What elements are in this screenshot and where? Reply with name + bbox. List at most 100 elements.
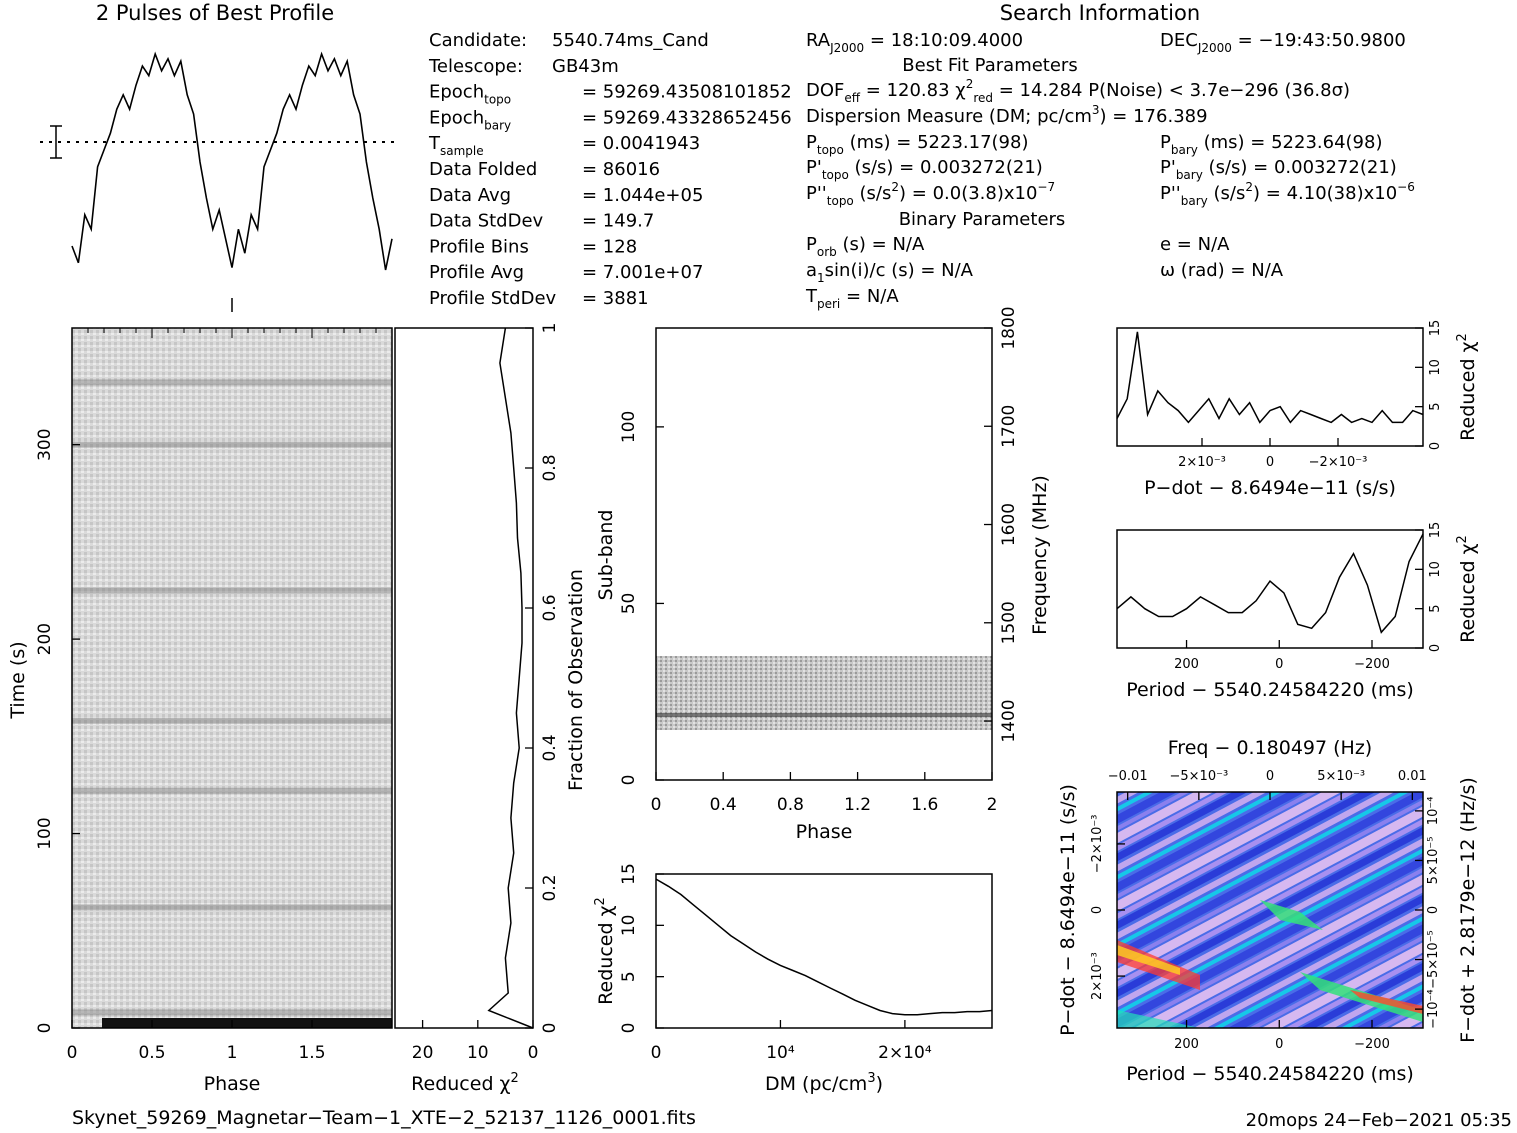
chi2-pdot-xtick: 0 (1266, 455, 1274, 470)
info-value-data_folded: = 86016 (582, 159, 660, 180)
chi2-period-ytick: 0 (1428, 644, 1443, 652)
info-label-data_avg: Data Avg (429, 185, 511, 206)
chi2-dm-ytick: 15 (619, 863, 639, 885)
info-value-data_stddev: = 149.7 (582, 211, 654, 232)
p-pdot-xlabel: Period − 5540.24584220 (ms) (1126, 1063, 1414, 1085)
chi2-pdot-ytick: 5 (1428, 403, 1443, 411)
time-phase-ytick: 100 (35, 817, 55, 849)
info-label-data_folded: Data Folded (429, 159, 537, 180)
subband-phase-plot: 0 0.4 0.8 1.2 1.6 2 0 50 100 1400 1500 1600 1700 1800… (595, 306, 1051, 843)
subband-freq-ytick: 1700 (999, 405, 1019, 448)
p-pdot-x2tick: 5×10⁻³ (1317, 769, 1365, 784)
p-pdot-ytick: 2×10⁻³ (1090, 952, 1105, 1000)
chi2-period-xtick: −200 (1354, 657, 1390, 672)
chi2-time-xtick: 0 (528, 1043, 539, 1063)
p-pdot-y2tick: 0 (1426, 906, 1441, 914)
info-value-data_avg: = 1.044e+05 (582, 185, 703, 206)
time-phase-xtick: 0.5 (138, 1043, 165, 1063)
info-label-data_stddev: Data StdDev (429, 211, 544, 232)
p-pdot-x2tick: −5×10⁻³ (1170, 769, 1229, 784)
p-pdot-xtick: 0 (1275, 1037, 1283, 1052)
chi2-time-ytick: 0 (540, 1023, 560, 1034)
subband-xtick: 2 (987, 795, 998, 815)
p-pdot-x2tick: −0.01 (1108, 769, 1148, 784)
p-pdot-x2tick: 0.01 (1398, 769, 1427, 784)
p-pdot-ytick: −2×10⁻³ (1090, 815, 1105, 874)
time-phase-xtick: 1 (227, 1043, 238, 1063)
p-pdot-y2tick: 10⁻⁴ (1426, 797, 1441, 826)
a1sini-line: a1sin(i)/c (s) = N/A (806, 260, 974, 285)
dec-label: DECJ2000 = −19:43:50.9800 (1160, 30, 1406, 55)
info-value-candidate: 5540.74ms_Cand (552, 30, 709, 51)
subband-xtick: 1.6 (911, 795, 938, 815)
footer-filename: Skynet_59269_Magnetar−Team−1_XTE−2_52137… (72, 1107, 696, 1129)
p-bary-line: Pbary (ms) = 5223.64(98) (1160, 132, 1382, 157)
p-pdot-x2tick: 0 (1266, 769, 1274, 784)
subband-ytick: 0 (619, 775, 639, 786)
p-pdot-y2tick: −5×10⁻⁵ (1426, 930, 1441, 989)
time-phase-plot: 0 0.5 1 1.5 0 100 200 300 Phase Time (s) (7, 327, 393, 1095)
chi2-period-xlabel: Period − 5540.24584220 (ms) (1126, 679, 1414, 701)
p-pdot-xtick: −200 (1354, 1037, 1390, 1052)
chi2-dm-ytick: 10 (619, 915, 639, 937)
subband-freq-ytick: 1500 (999, 601, 1019, 644)
chi2-pdot-xtick: −2×10⁻³ (1309, 455, 1368, 470)
time-phase-ylabel: Time (s) (7, 641, 29, 719)
chi2-period-xtick: 0 (1275, 657, 1283, 672)
chi2-time-ytick: 0.4 (540, 734, 560, 761)
chi2-dm-ylabel: Reduced χ2 (593, 897, 617, 1005)
subband-xtick: 0.4 (710, 795, 737, 815)
time-row-band (72, 787, 392, 794)
profile-curve (71, 51, 393, 271)
info-label-epoch_topo: Epochtopo (429, 82, 511, 107)
e-line: e = N/A (1160, 234, 1230, 255)
chi2-period-curve (1116, 533, 1424, 634)
info-value-epoch_topo: = 59269.43508101852 (582, 82, 792, 103)
info-value-tsample: = 0.0041943 (582, 133, 700, 154)
subband-data-region (656, 656, 992, 730)
tperi-line: Tperi = N/A (805, 286, 899, 311)
candidate-info-block: Candidate: 5540.74ms_Cand Telescope: GB43m E… (428, 30, 792, 309)
ra-label: RAJ2000 = 18:10:09.4000 (806, 30, 1023, 55)
time-row-band (72, 379, 392, 386)
dm-line: Dispersion Measure (DM; pc/cm3) = 176.38… (806, 103, 1208, 127)
chi2-dm-xtick: 0 (651, 1043, 662, 1063)
info-label-profile_bins: Profile Bins (429, 236, 529, 257)
subband-freq-ytick: 1800 (999, 306, 1019, 349)
subband-ytick: 100 (619, 411, 639, 443)
p-pdot-y2tick: −10⁻⁴ (1426, 989, 1441, 1029)
chi2-pdot-ytick: 0 (1428, 442, 1443, 450)
chi2-dm-xlabel: DM (pc/cm3) (765, 1071, 883, 1095)
info-value-epoch_bary: = 59269.43328652456 (582, 107, 792, 128)
time-phase-ytick: 0 (35, 1023, 55, 1034)
time-phase-xlabel: Phase (204, 1073, 261, 1095)
omega-line: ω (rad) = N/A (1160, 260, 1284, 281)
p-pdot-ylabel: P−dot − 8.6494e−11 (s/s) (1057, 784, 1079, 1036)
chi2-pdot-ytick: 10 (1428, 359, 1443, 376)
chi2-pdot-plot: 2×10⁻³ 0 −2×10⁻³ 0 5 10 15 P−dot − 8.6494e−11 … (1116, 320, 1479, 499)
chi2-dm-plot: 0 10⁴ 2×10⁴ 0 5 10 15 DM (pc/cm3) Reduced χ2 (593, 863, 993, 1095)
info-label-profile_avg: Profile Avg (429, 262, 524, 283)
chi2-period-ytick: 10 (1428, 561, 1443, 578)
porb-line: Porb (s) = N/A (806, 234, 925, 259)
chi2-pdot-xtick: 2×10⁻³ (1178, 455, 1226, 470)
chi2-time-ytick: 0.8 (540, 454, 560, 481)
time-row-band (72, 1009, 392, 1016)
info-value-profile_avg: = 7.001e+07 (582, 262, 703, 283)
time-phase-ytick: 300 (35, 428, 55, 460)
chi2-pdot-curve (1116, 331, 1424, 424)
chi2-period-plot: 200 0 −200 0 5 10 15 Period − 5540.24584220 (m… (1116, 522, 1479, 701)
binary-header: Binary Parameters (899, 209, 1066, 230)
chi2-period-xtick: 200 (1174, 657, 1199, 672)
chi2-dm-ytick: 0 (619, 1023, 639, 1034)
p-pdot-y2label: F−dot + 2.8179e−12 (Hz/s) (1457, 777, 1479, 1043)
pd-bary-line: P'bary (s/s) = 0.003272(21) (1160, 157, 1397, 182)
search-info-block: RAJ2000 = 18:10:09.4000 DECJ2000 = −19:4… (805, 30, 1415, 311)
info-value-telescope: GB43m (552, 56, 619, 77)
subband-xtick: 0 (651, 795, 662, 815)
time-row-band (72, 587, 392, 594)
info-label-candidate: Candidate: (429, 30, 527, 51)
subband-xtick: 1.2 (844, 795, 871, 815)
chi2-time-xtick: 20 (412, 1043, 434, 1063)
p-pdot-y2tick: 5×10⁻⁵ (1426, 837, 1441, 885)
